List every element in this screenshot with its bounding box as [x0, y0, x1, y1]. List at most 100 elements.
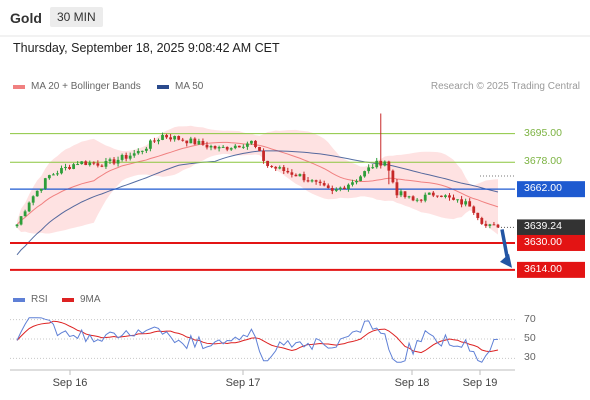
candle-body [439, 195, 443, 197]
instrument-name: Gold [10, 10, 42, 26]
candle-body [221, 146, 225, 148]
legend-ma-bb: MA 20 + Bollinger Bands [13, 81, 141, 92]
candle-body [330, 187, 334, 191]
candle-body [116, 159, 120, 164]
candle-body [161, 135, 164, 140]
candle-body [185, 140, 189, 144]
candle-body [274, 166, 278, 169]
candle-body [302, 174, 306, 181]
candle-body [88, 162, 92, 166]
candle-body [395, 182, 399, 196]
candle-body [108, 159, 112, 161]
candle-body [294, 174, 298, 177]
candle-body [415, 199, 419, 201]
candle-body [173, 136, 177, 140]
level-pivot-3662-00-tag [517, 181, 585, 198]
candle-body [100, 165, 104, 167]
rsi-tick-50: 50 [524, 332, 536, 344]
candle-body [213, 146, 217, 149]
candle-body [363, 171, 367, 177]
candle-body [298, 174, 302, 177]
candle-body [128, 155, 132, 159]
candle-body [411, 196, 415, 201]
candle-body [23, 211, 27, 217]
candle-body [120, 154, 124, 160]
candle-body [112, 159, 116, 164]
candle-body [148, 140, 152, 149]
candle-body [205, 144, 209, 148]
level-last_price-3639-24-label: 3639.24 [524, 220, 562, 233]
candle-body [241, 146, 245, 148]
candle-body [488, 224, 492, 226]
candle-body [266, 160, 270, 167]
candle-body [250, 140, 253, 144]
candle-body [448, 195, 451, 198]
candle-body [189, 138, 193, 144]
candle-body [399, 191, 403, 196]
legend-rsi-label: RSI [31, 294, 48, 305]
candle-body [468, 201, 472, 207]
credit-text: Research © 2025 Trading Central [430, 81, 580, 92]
candle-body [270, 166, 274, 168]
candle-body [427, 192, 431, 195]
candle-body [318, 181, 322, 184]
candle-body [387, 161, 391, 171]
level-resistance-3695-00-label: 3695.00 [524, 126, 562, 139]
legend-ma50-label: MA 50 [175, 81, 204, 92]
candle-body [306, 180, 310, 182]
candle-body [290, 172, 294, 175]
candle-body [476, 212, 480, 219]
level-resistance-3678-00-label: 3678.00 [524, 155, 562, 168]
bollinger-band [17, 125, 498, 235]
candle-body [19, 216, 23, 225]
candle-body [278, 167, 282, 169]
legend-rsi: RSI [13, 294, 48, 305]
level-pivot-3662-00-label: 3662.00 [524, 182, 562, 195]
timeframe-selector[interactable]: 30 MIN [50, 7, 103, 27]
candle-body [484, 223, 488, 226]
candle-body [351, 182, 354, 185]
rsi-line [16, 317, 498, 363]
rsi-swatch [13, 297, 25, 302]
legend-ma50: MA 50 [157, 81, 203, 92]
candle-body [282, 167, 286, 171]
candle-body [27, 202, 31, 212]
candle-body [237, 145, 241, 148]
candle-body [35, 190, 39, 197]
candle-body [338, 187, 342, 190]
candle-body [197, 140, 201, 145]
legend-9ma-label: 9MA [80, 294, 101, 305]
candle-body [177, 136, 181, 140]
candle-body [391, 170, 395, 183]
candle-body [136, 151, 140, 154]
candle-body [371, 167, 375, 169]
candle-body [51, 174, 55, 176]
candle-body [419, 199, 423, 201]
rsi-tick-30: 30 [524, 351, 536, 364]
level-last_price-3639-24-tag [517, 219, 585, 236]
candle-body [472, 206, 476, 213]
candle-body [39, 188, 43, 191]
candle-body [157, 139, 160, 142]
candle-body [56, 173, 59, 175]
ma9-swatch [62, 297, 74, 302]
candle-body [80, 161, 84, 165]
legend-9ma: 9MA [62, 294, 101, 305]
candle-body [435, 195, 439, 197]
candle-body [96, 163, 100, 166]
x-tick-label-1: Sep 17 [225, 377, 261, 389]
candle-body [72, 164, 76, 169]
candle-body [464, 201, 468, 205]
candle-body [355, 180, 358, 183]
candle-body [124, 154, 128, 159]
ma-bb-swatch [13, 84, 25, 89]
level-support-3614-00-label: 3614.00 [524, 262, 562, 275]
candle-body [359, 176, 362, 181]
candle-body [43, 178, 47, 189]
candle-body [460, 199, 464, 205]
candle-body [68, 166, 71, 169]
candle-body [444, 195, 447, 197]
candle-body [286, 170, 290, 173]
chart-datetime: Thursday, September 18, 2025 9:08:42 AM … [13, 41, 280, 55]
candle-body [492, 224, 496, 226]
